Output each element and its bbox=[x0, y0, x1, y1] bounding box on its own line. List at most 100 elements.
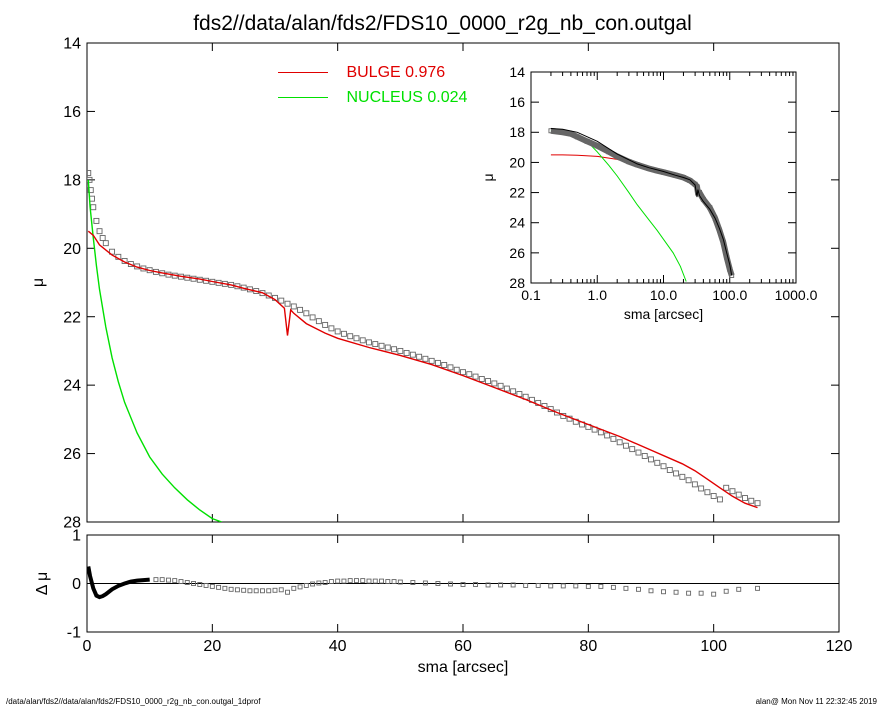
main-data-point bbox=[347, 333, 354, 340]
main-data-point bbox=[735, 491, 742, 498]
legend-bulge-label: BULGE 0.976 bbox=[346, 64, 446, 81]
residual-point bbox=[698, 590, 704, 596]
main-data-point bbox=[416, 353, 423, 360]
residual-point bbox=[310, 581, 316, 587]
legend-nucleus-line bbox=[278, 97, 328, 99]
residual-point bbox=[755, 585, 760, 591]
residual-y-tick-label: -1 bbox=[67, 625, 81, 642]
main-data-point bbox=[309, 314, 316, 321]
main-data-point bbox=[422, 355, 429, 362]
inset-data-point bbox=[594, 143, 600, 149]
legend-nucleus-label: NUCLEUS 0.024 bbox=[346, 89, 468, 106]
main-data-point bbox=[334, 328, 341, 335]
residual-x-tick-label: 40 bbox=[329, 638, 347, 655]
main-data-point bbox=[641, 453, 648, 459]
inset-data-point bbox=[606, 149, 612, 155]
main-data-point bbox=[441, 362, 448, 368]
residual-y-tick-label: 1 bbox=[72, 528, 81, 545]
residual-point bbox=[360, 578, 366, 584]
main-data-point bbox=[604, 432, 611, 439]
inset-y-tick-label: 26 bbox=[509, 245, 525, 261]
main-data-point bbox=[460, 369, 466, 376]
residual-point bbox=[473, 582, 478, 587]
main-data-point bbox=[472, 373, 479, 380]
residual-point bbox=[523, 582, 529, 588]
residual-point bbox=[636, 586, 641, 592]
inset-x-tick-label: 100.0 bbox=[712, 287, 747, 303]
main-data-point bbox=[478, 376, 485, 382]
inset-y-tick-label: 24 bbox=[509, 215, 525, 231]
inset-data-point bbox=[724, 254, 730, 260]
inset-y-tick-label: 16 bbox=[509, 94, 525, 110]
residual-point bbox=[354, 578, 359, 584]
inset-data-point bbox=[584, 138, 590, 144]
residual-point bbox=[498, 582, 504, 588]
inset-x-tick-label: 1000.0 bbox=[775, 287, 818, 303]
main-data-point bbox=[453, 366, 460, 373]
residual-point bbox=[410, 580, 416, 585]
main-data-point bbox=[290, 303, 297, 310]
residual-point bbox=[159, 577, 165, 583]
residual-point bbox=[711, 591, 717, 597]
residual-point bbox=[197, 582, 203, 587]
main-data-point bbox=[635, 449, 642, 456]
residual-point bbox=[184, 580, 190, 585]
residual-point bbox=[241, 587, 247, 593]
main-y-tick-label: 20 bbox=[63, 241, 81, 258]
main-data-point bbox=[93, 217, 100, 224]
main-data-point bbox=[673, 470, 680, 477]
main-data-point bbox=[87, 176, 93, 183]
main-data-point bbox=[90, 204, 97, 211]
main-y-tick-label: 28 bbox=[63, 515, 81, 532]
residual-point bbox=[153, 577, 159, 583]
residual-point bbox=[191, 581, 196, 586]
footer-timestamp: alan@ Mon Nov 11 22:32:45 2019 bbox=[755, 697, 877, 706]
main-data-point bbox=[428, 357, 435, 364]
inset-y-tick-label: 20 bbox=[509, 154, 525, 170]
residual-point bbox=[316, 580, 322, 586]
inset-y-tick-label: 18 bbox=[509, 124, 525, 140]
main-data-point bbox=[660, 463, 667, 470]
main-data-point bbox=[397, 347, 404, 354]
main-data-point bbox=[366, 339, 372, 346]
main-data-point bbox=[328, 325, 335, 332]
main-data-point bbox=[409, 351, 416, 358]
residual-point bbox=[328, 579, 334, 585]
residual-inner-curve bbox=[87, 566, 150, 600]
residual-point bbox=[209, 583, 215, 589]
residual-point bbox=[510, 582, 516, 588]
main-data-point bbox=[87, 170, 92, 176]
residual-point bbox=[285, 589, 290, 595]
main-data-point bbox=[679, 473, 686, 480]
residual-point bbox=[322, 580, 328, 585]
main-data-point bbox=[629, 446, 636, 453]
main-data-point bbox=[353, 335, 360, 342]
residual-point bbox=[166, 577, 171, 583]
main-data-point bbox=[485, 378, 492, 384]
residual-point bbox=[391, 579, 397, 585]
residual-point bbox=[623, 585, 629, 591]
residual-x-tick-label: 120 bbox=[826, 638, 853, 655]
residual-point bbox=[347, 578, 353, 584]
legend-bulge-line bbox=[278, 72, 328, 74]
main-data-point bbox=[554, 409, 560, 416]
residual-point bbox=[379, 578, 384, 584]
main-y-tick-label: 18 bbox=[63, 172, 81, 189]
residual-point bbox=[422, 580, 428, 586]
main-y-tick-label: 24 bbox=[63, 378, 81, 395]
residual-point bbox=[372, 578, 378, 584]
residual-point bbox=[266, 588, 272, 594]
main-nucleus-line bbox=[87, 179, 222, 522]
residual-x-tick-label: 0 bbox=[83, 638, 92, 655]
main-data-point bbox=[616, 439, 623, 446]
residual-point bbox=[260, 588, 265, 594]
residual-x-tick-label: 60 bbox=[454, 638, 472, 655]
main-data-point bbox=[340, 330, 347, 337]
main-data-point bbox=[654, 459, 661, 466]
residual-point bbox=[673, 589, 679, 595]
main-data-point bbox=[716, 496, 723, 503]
main-y-axis-label: μ bbox=[30, 278, 47, 287]
inset-x-tick-label: 0.1 bbox=[521, 287, 541, 303]
footer-file-path: /data/alan/fds2//data/alan/fds2/FDS10_00… bbox=[6, 697, 261, 706]
